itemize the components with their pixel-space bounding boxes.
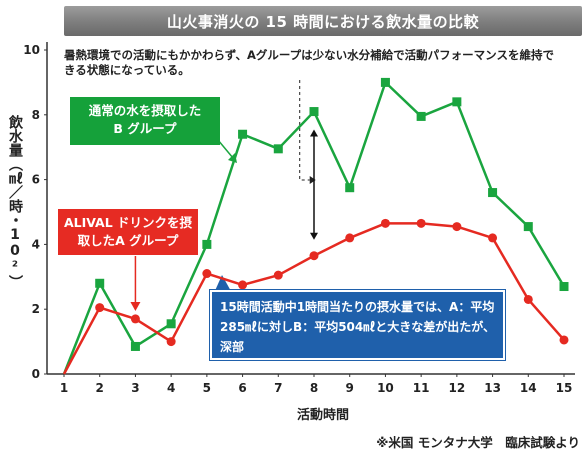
- y-tick-label: 0: [32, 367, 40, 381]
- x-tick-label: 7: [274, 381, 282, 395]
- y-tick-label: 10: [23, 43, 40, 57]
- b-group-point: [95, 278, 105, 288]
- x-tick-label: 8: [310, 381, 318, 395]
- red-callout-arrowhead: [130, 302, 141, 311]
- a-group-point: [130, 314, 140, 324]
- a-group-point: [452, 222, 462, 232]
- a-group-point: [380, 218, 390, 228]
- x-axis-label: 活動時間: [296, 408, 349, 423]
- green-callout-pointer: [217, 139, 234, 159]
- x-tick-label: 6: [238, 381, 246, 395]
- y-tick-label: 6: [32, 173, 40, 187]
- top-note-arrowhead: [309, 176, 316, 184]
- x-tick-label: 14: [520, 381, 537, 395]
- b-group-point: [452, 97, 462, 107]
- green-callout-line2: B グループ: [113, 121, 177, 136]
- b-group-point: [523, 222, 533, 232]
- b-group-point: [416, 111, 426, 121]
- b-group-point: [166, 319, 176, 329]
- a-group-point: [559, 335, 569, 345]
- red-series-callout: ALIVAL ドリンクを摂 取したA グループ: [58, 209, 198, 255]
- a-group-point: [523, 294, 533, 304]
- y-tick-label: 2: [32, 302, 40, 316]
- x-tick-label: 4: [167, 381, 175, 395]
- top-note: 暑熱環境での活動にもかかわらず、Aグループは少ない水分補給で活動パフォーマンスを…: [64, 48, 554, 77]
- series-layer: [62, 77, 569, 375]
- green-series-callout: 通常の水を摂取した B グループ: [70, 97, 220, 145]
- a-group-point: [238, 280, 248, 290]
- y-axis-label: 飲水量（㎖／時・10²）: [7, 115, 23, 289]
- b-group-point: [273, 144, 283, 154]
- x-tick-label: 1: [60, 381, 68, 395]
- b-group-point: [559, 282, 569, 292]
- chart-title: 山火事消火の 15 時間における飲水量の比較: [64, 6, 582, 36]
- chart-annotations: [130, 80, 318, 311]
- x-tick-label: 10: [377, 381, 394, 395]
- x-tick-label: 11: [413, 381, 430, 395]
- comparison-note-line3: 体温に特筆すべき差はなかった: [220, 360, 388, 374]
- blue-callout-pointer: [214, 275, 232, 293]
- red-callout-line2: 取したA グループ: [77, 233, 179, 248]
- difference-arrow-up: [310, 129, 318, 137]
- x-tick-label: 9: [346, 381, 354, 395]
- x-tick-label: 3: [131, 381, 139, 395]
- comparison-note-line2: 285㎖に対しB：平均504㎖と大きな差が出たが、深部: [220, 320, 496, 354]
- b-group-point: [202, 239, 212, 249]
- x-tick-label: 5: [203, 381, 211, 395]
- b-group-point: [130, 341, 140, 351]
- b-group-point: [488, 188, 498, 198]
- a-group-point: [488, 233, 498, 243]
- y-tick-label: 4: [32, 237, 40, 251]
- red-callout-line1: ALIVAL ドリンクを摂: [63, 215, 193, 230]
- a-group-point: [166, 337, 176, 347]
- a-group-point: [95, 303, 105, 313]
- comparison-note-line1: 15時間活動中1時間当たりの摂水量では、A：平均: [220, 300, 495, 314]
- comparison-note-box: 15時間活動中1時間当たりの摂水量では、A：平均 285㎖に対しB：平均504㎖…: [209, 289, 506, 374]
- b-group-point: [309, 107, 319, 117]
- x-tick-label: 12: [449, 381, 466, 395]
- x-tick-label: 13: [484, 381, 501, 395]
- green-callout-line1: 通常の水を摂取した: [88, 103, 202, 118]
- b-group-point: [380, 77, 390, 87]
- a-group-point: [416, 218, 426, 228]
- top-note-leader: [299, 80, 310, 181]
- a-group-point: [309, 251, 319, 261]
- x-tick-label: 15: [556, 381, 573, 395]
- a-group-point: [273, 270, 283, 280]
- a-group-point: [345, 233, 355, 243]
- source-note: ※米国 モンタナ大学 臨床試験より: [376, 435, 580, 450]
- x-tick-label: 2: [96, 381, 104, 395]
- y-tick-label: 8: [32, 108, 40, 122]
- a-group-point: [202, 269, 212, 279]
- b-group-point: [238, 129, 248, 139]
- difference-arrow-down: [310, 232, 318, 240]
- b-group-point: [345, 183, 355, 193]
